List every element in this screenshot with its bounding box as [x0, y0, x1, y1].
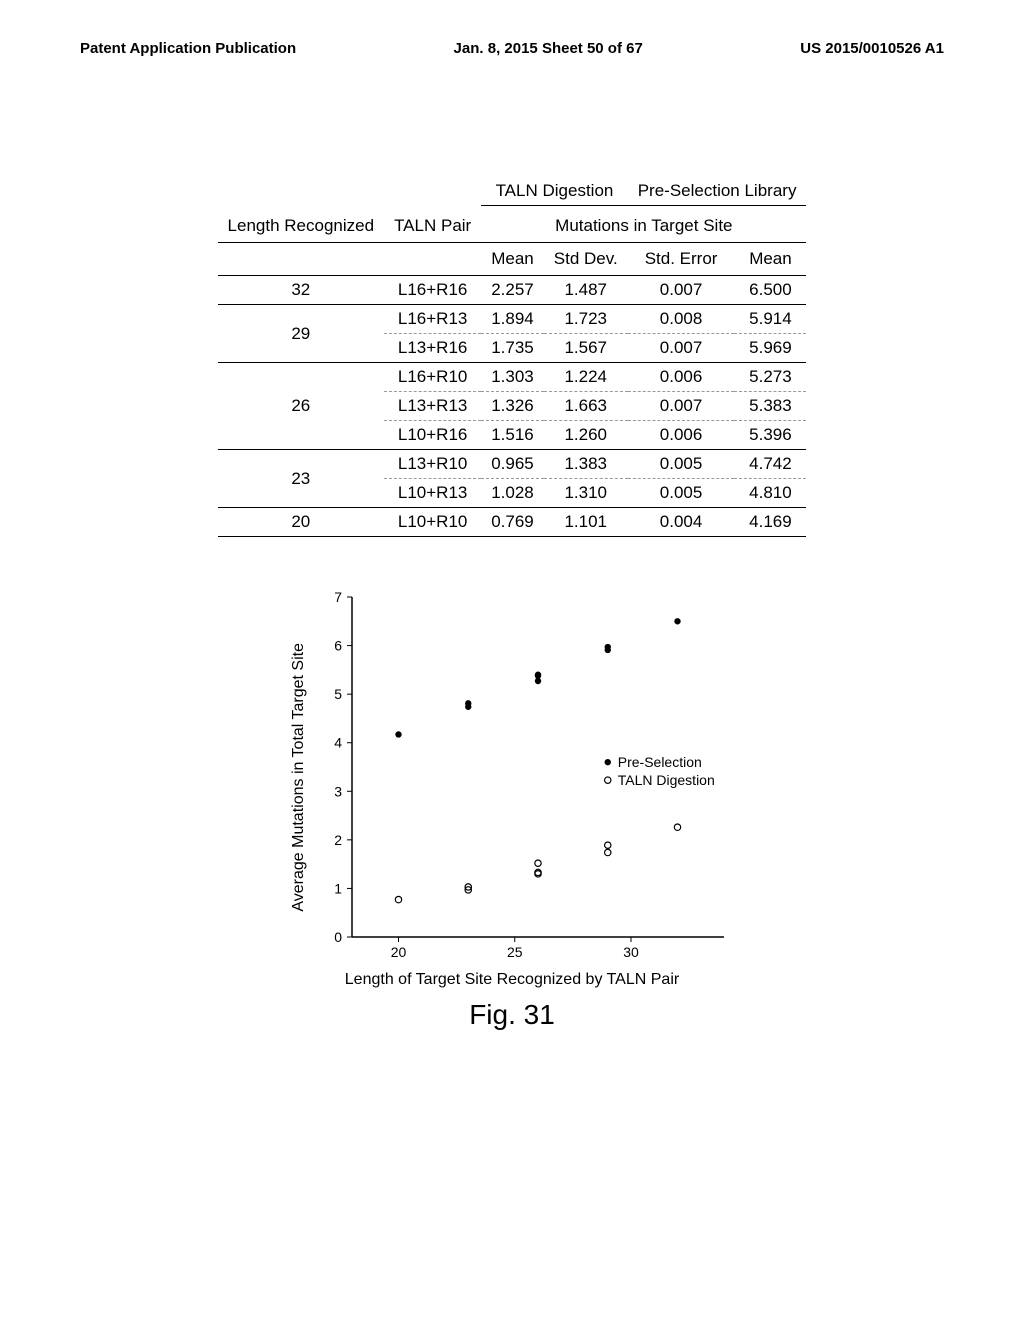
cell-pmean: 4.742	[734, 450, 806, 479]
cell-pair: L16+R10	[384, 363, 481, 392]
svg-text:0: 0	[334, 929, 342, 945]
cell-mean: 1.028	[481, 479, 544, 508]
svg-text:Pre-Selection: Pre-Selection	[618, 754, 702, 770]
svg-text:3: 3	[334, 783, 342, 799]
svg-text:TALN Digestion: TALN Digestion	[618, 772, 715, 788]
subcol-se: Std. Error	[628, 243, 735, 276]
cell-pair: L13+R16	[384, 334, 481, 363]
cell-se: 0.007	[628, 276, 735, 305]
cell-pmean: 5.383	[734, 392, 806, 421]
col-mutations: Mutations in Target Site	[481, 206, 806, 243]
cell-length: 23	[218, 450, 385, 508]
header-right: US 2015/0010526 A1	[800, 40, 944, 57]
cell-mean: 1.326	[481, 392, 544, 421]
cell-length: 26	[218, 363, 385, 450]
chart-xlabel: Length of Target Site Recognized by TALN…	[345, 971, 679, 989]
cell-sd: 1.723	[544, 305, 628, 334]
svg-text:7: 7	[334, 589, 342, 605]
cell-pmean: 5.273	[734, 363, 806, 392]
cell-length: 29	[218, 305, 385, 363]
cell-pair: L13+R13	[384, 392, 481, 421]
cell-mean: 1.735	[481, 334, 544, 363]
cell-pair: L13+R10	[384, 450, 481, 479]
chart-ylabel: Average Mutations in Total Target Site	[290, 643, 308, 912]
subcol-sd: Std Dev.	[544, 243, 628, 276]
col-length: Length Recognized	[218, 206, 385, 243]
cell-sd: 1.224	[544, 363, 628, 392]
svg-text:20: 20	[391, 944, 407, 960]
cell-pair: L10+R16	[384, 421, 481, 450]
svg-text:1: 1	[334, 880, 342, 896]
cell-mean: 2.257	[481, 276, 544, 305]
cell-se: 0.005	[628, 450, 735, 479]
svg-text:25: 25	[507, 944, 523, 960]
cell-sd: 1.101	[544, 508, 628, 537]
svg-text:6: 6	[334, 638, 342, 654]
svg-text:4: 4	[334, 735, 342, 751]
cell-sd: 1.260	[544, 421, 628, 450]
subcol-pmean: Mean	[734, 243, 806, 276]
svg-text:2: 2	[334, 832, 342, 848]
table-row: 20L10+R100.7691.1010.0044.169	[218, 508, 807, 537]
table-row: 29L16+R131.8941.7230.0085.914	[218, 305, 807, 334]
cell-pmean: 5.914	[734, 305, 806, 334]
scatter-chart: 0 1 2 3 4 5 6 7 20 25 30 Pre-Selection TALN Digestio…	[314, 587, 734, 967]
col-pair: TALN Pair	[384, 206, 481, 243]
table-row: 23L13+R100.9651.3830.0054.742	[218, 450, 807, 479]
cell-mean: 1.516	[481, 421, 544, 450]
cell-mean: 1.303	[481, 363, 544, 392]
cell-sd: 1.310	[544, 479, 628, 508]
cell-pmean: 5.396	[734, 421, 806, 450]
cell-sd: 1.487	[544, 276, 628, 305]
cell-se: 0.004	[628, 508, 735, 537]
svg-text:30: 30	[623, 944, 639, 960]
cell-mean: 0.965	[481, 450, 544, 479]
cell-pmean: 6.500	[734, 276, 806, 305]
cell-mean: 0.769	[481, 508, 544, 537]
cell-mean: 1.894	[481, 305, 544, 334]
cell-pair: L10+R13	[384, 479, 481, 508]
page-header: Patent Application Publication Jan. 8, 2…	[80, 40, 944, 57]
cell-sd: 1.383	[544, 450, 628, 479]
table-row: 32L16+R162.2571.4870.0076.500	[218, 276, 807, 305]
cell-pair: L16+R13	[384, 305, 481, 334]
cell-length: 32	[218, 276, 385, 305]
cell-pmean: 4.810	[734, 479, 806, 508]
cell-se: 0.008	[628, 305, 735, 334]
cell-sd: 1.663	[544, 392, 628, 421]
cell-se: 0.006	[628, 421, 735, 450]
cell-se: 0.007	[628, 334, 735, 363]
cell-sd: 1.567	[544, 334, 628, 363]
figure-caption: Fig. 31	[469, 999, 555, 1031]
header-center: Jan. 8, 2015 Sheet 50 of 67	[454, 40, 643, 57]
table-row: 26L16+R101.3031.2240.0065.273	[218, 363, 807, 392]
cell-se: 0.007	[628, 392, 735, 421]
cell-length: 20	[218, 508, 385, 537]
mutations-table: TALN Digestion Pre-Selection Library Len…	[218, 177, 807, 537]
cell-se: 0.006	[628, 363, 735, 392]
cell-pmean: 4.169	[734, 508, 806, 537]
cell-pmean: 5.969	[734, 334, 806, 363]
cell-pair: L10+R10	[384, 508, 481, 537]
spanner-taln: TALN Digestion	[481, 177, 627, 206]
cell-se: 0.005	[628, 479, 735, 508]
subcol-mean: Mean	[481, 243, 544, 276]
cell-pair: L16+R16	[384, 276, 481, 305]
header-left: Patent Application Publication	[80, 40, 296, 57]
svg-text:5: 5	[334, 686, 342, 702]
spanner-preselection: Pre-Selection Library	[628, 177, 807, 206]
